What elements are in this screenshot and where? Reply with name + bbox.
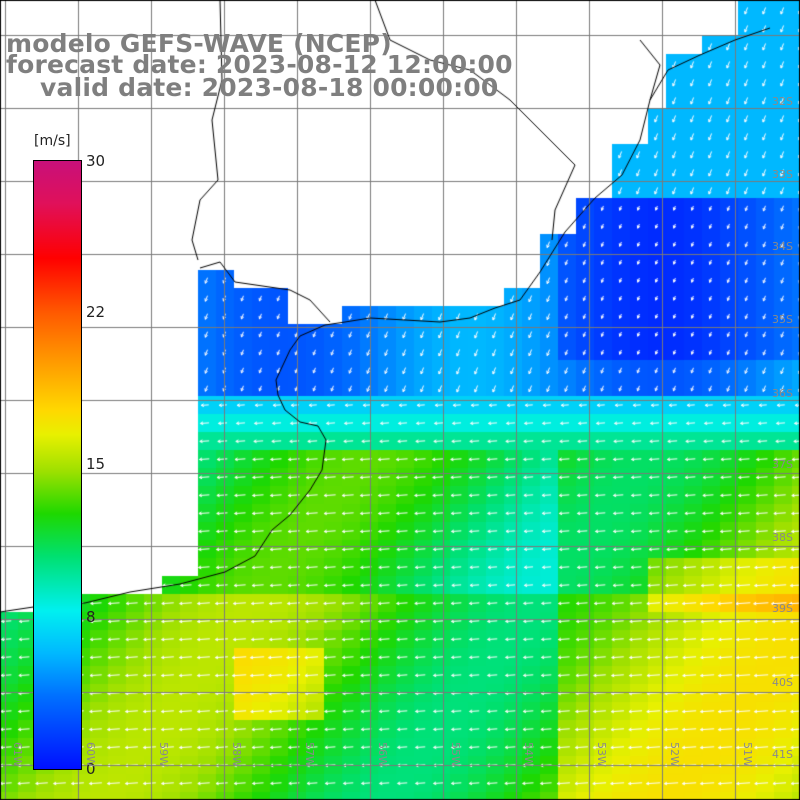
- latitude-label: 34S: [772, 240, 793, 253]
- longitude-label: 56W: [376, 742, 389, 767]
- longitude-label: 61W: [11, 742, 24, 767]
- latitude-label: 38S: [772, 531, 793, 544]
- longitude-label: 52W: [668, 742, 681, 767]
- longitude-label: 53W: [595, 742, 608, 767]
- title-valid-date: valid date: 2023-08-18 00:00:00: [40, 73, 499, 102]
- longitude-label: 55W: [449, 742, 462, 767]
- colorbar-tick: 8: [86, 608, 96, 626]
- colorbar-tick: 15: [86, 455, 106, 473]
- latitude-label: 39S: [772, 602, 793, 615]
- colorbar-tick: 30: [86, 152, 106, 170]
- title-model: modelo GEFS-WAVE (NCEP): [6, 29, 392, 58]
- longitude-label: 58W: [230, 742, 243, 767]
- longitude-label: 60W: [84, 742, 97, 767]
- colorbar: [33, 160, 82, 770]
- latitude-label: 36S: [772, 387, 793, 400]
- longitude-label: 51W: [741, 742, 754, 767]
- longitude-label: 59W: [157, 742, 170, 767]
- latitude-label: 32S: [772, 95, 793, 108]
- latitude-label: 41S: [772, 748, 793, 761]
- latitude-label: 35S: [772, 313, 793, 326]
- title-forecast-date: forecast date: 2023-08-12 12:00:00: [6, 50, 513, 79]
- latitude-label: 37S: [772, 458, 793, 471]
- longitude-label: 57W: [303, 742, 316, 767]
- latitude-label: 40S: [772, 676, 793, 689]
- colorbar-unit: [m/s]: [34, 133, 71, 149]
- longitude-label: 54W: [522, 742, 535, 767]
- colorbar-tick: 0: [86, 760, 96, 778]
- colorbar-tick: 22: [86, 303, 106, 321]
- latitude-label: 33S: [772, 168, 793, 181]
